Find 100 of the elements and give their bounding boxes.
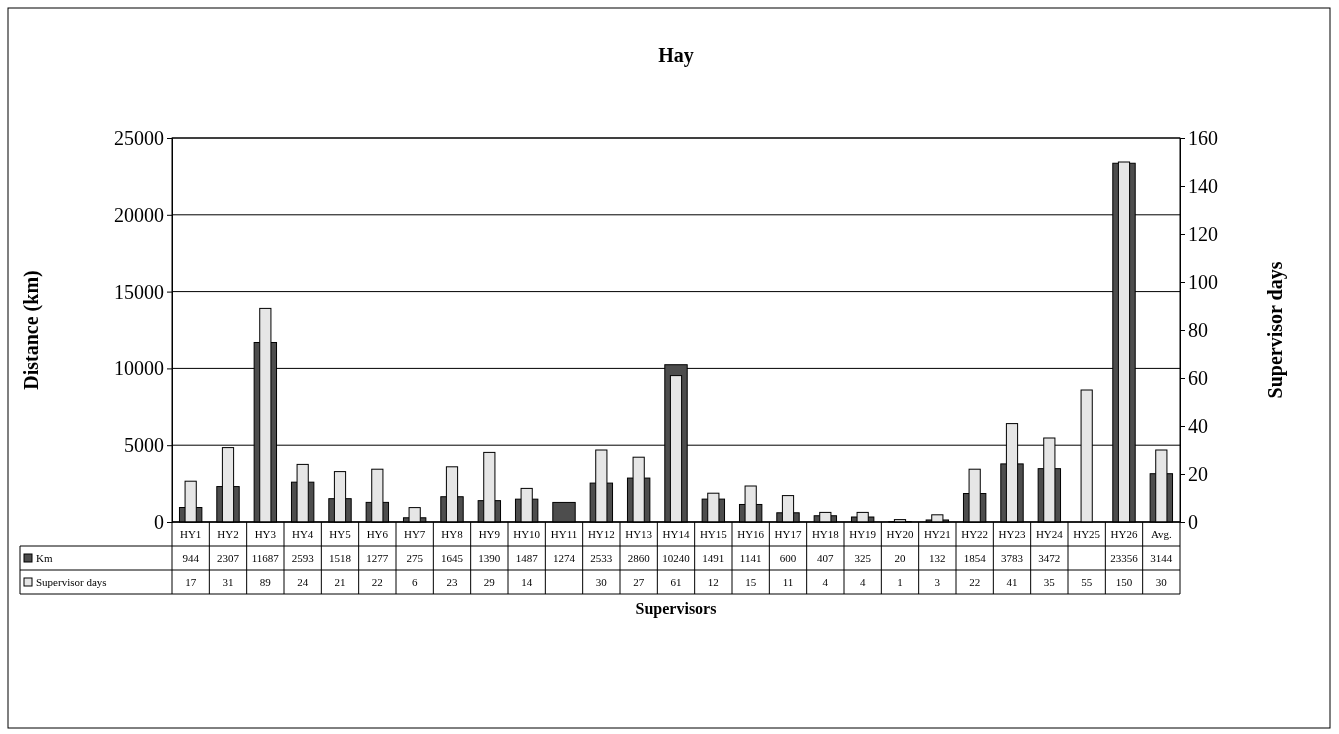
x-axis-title: Supervisors <box>635 600 717 618</box>
x-tick-label: HY11 <box>550 528 578 540</box>
x-tick-label: HY2 <box>217 528 239 540</box>
data-label: 944 <box>182 552 200 564</box>
x-tick-label: HY23 <box>998 528 1026 540</box>
data-label: 600 <box>779 552 797 564</box>
x-tick-label: HY18 <box>811 528 840 540</box>
legend-label: Supervisor days <box>36 576 107 588</box>
data-label: 3144 <box>1150 552 1173 564</box>
data-label: 10240 <box>662 552 691 564</box>
x-tick-label: HY6 <box>366 528 389 540</box>
y-tick-label: 20000 <box>114 203 164 226</box>
x-tick-label: HY13 <box>625 528 653 540</box>
data-label: 2860 <box>627 552 651 564</box>
data-label: 23 <box>446 576 458 588</box>
y-tick-label: 10000 <box>114 357 164 380</box>
y2-tick-label: 80 <box>1188 318 1208 341</box>
x-tick-label: HY10 <box>513 528 541 540</box>
data-label: 41 <box>1006 576 1018 588</box>
data-label: 11687 <box>251 552 280 564</box>
y2-tick-label: 100 <box>1188 270 1218 293</box>
data-label: 30 <box>1155 576 1168 588</box>
data-label: 4 <box>822 576 829 588</box>
y2-tick-label: 120 <box>1188 222 1218 245</box>
y-tick-label: 0 <box>154 510 164 533</box>
x-tick-label: HY14 <box>662 528 690 540</box>
data-label: 1277 <box>366 552 389 564</box>
x-tick-label: HY21 <box>923 528 951 540</box>
data-label: 21 <box>334 576 346 588</box>
y2-tick-label: 60 <box>1188 366 1208 389</box>
x-tick-label: HY22 <box>961 528 989 540</box>
data-label: 1487 <box>515 552 539 564</box>
x-tick-label: HY12 <box>587 528 615 540</box>
x-tick-label: HY19 <box>849 528 877 540</box>
data-label: 15 <box>745 576 757 588</box>
data-label: 1390 <box>478 552 501 564</box>
data-label: 132 <box>929 552 946 564</box>
data-label: 22 <box>371 576 383 588</box>
data-label: 24 <box>297 576 309 588</box>
data-label: 31 <box>222 576 234 588</box>
data-label: 61 <box>670 576 682 588</box>
data-label: 1491 <box>702 552 725 564</box>
data-label: 2593 <box>291 552 315 564</box>
data-label: 12 <box>707 576 719 588</box>
y-tick-label: 25000 <box>114 126 164 149</box>
y2-tick-label: 140 <box>1188 174 1218 197</box>
x-tick-label: HY15 <box>699 528 728 540</box>
data-label: 1645 <box>441 552 464 564</box>
x-tick-label: HY7 <box>403 528 426 540</box>
data-label: 3 <box>934 576 941 588</box>
chart-title: Hay <box>658 44 694 67</box>
data-label: 30 <box>595 576 608 588</box>
data-label: 2307 <box>217 552 240 564</box>
data-label: 1 <box>897 576 903 588</box>
data-label: 23356 <box>1110 552 1139 564</box>
y-tick-label: 5000 <box>124 434 164 457</box>
data-label: 20 <box>894 552 906 564</box>
data-label: 275 <box>406 552 424 564</box>
x-tick-label: HY26 <box>1110 528 1138 540</box>
data-label: 27 <box>633 576 645 588</box>
data-label: 3783 <box>1001 552 1024 564</box>
data-label: 1274 <box>553 552 576 564</box>
data-label: 22 <box>969 576 981 588</box>
y2-tick-label: 40 <box>1188 414 1208 437</box>
x-tick-label: HY4 <box>291 528 314 540</box>
data-label: 29 <box>483 576 496 588</box>
x-tick-label: HY9 <box>478 528 501 540</box>
data-label: 1141 <box>739 552 762 564</box>
x-tick-label: HY3 <box>254 528 277 540</box>
data-label: 11 <box>782 576 794 588</box>
y-axis-title: Distance (km) <box>20 270 43 390</box>
data-label: 6 <box>411 576 418 588</box>
y-tick-label: 15000 <box>114 280 164 303</box>
data-label: 4 <box>859 576 866 588</box>
data-label: 1518 <box>329 552 352 564</box>
x-tick-label: HY25 <box>1073 528 1101 540</box>
data-label: 14 <box>521 576 533 588</box>
y2-tick-label: 0 <box>1188 510 1198 533</box>
x-tick-label: HY1 <box>179 528 202 540</box>
x-tick-label: HY17 <box>774 528 802 540</box>
data-label: 325 <box>854 552 872 564</box>
y2-axis-title: Supervisor days <box>1264 261 1287 399</box>
y2-tick-label: 20 <box>1188 462 1208 485</box>
x-tick-label: HY16 <box>737 528 765 540</box>
data-label: 1854 <box>963 552 987 564</box>
x-tick-label: HY24 <box>1035 528 1064 540</box>
x-tick-label: HY20 <box>886 528 914 540</box>
data-label: 407 <box>817 552 835 564</box>
x-tick-label: HY8 <box>441 528 464 540</box>
data-label: 17 <box>185 576 197 588</box>
data-label: 150 <box>1115 576 1133 588</box>
data-label: 35 <box>1043 576 1056 588</box>
y2-tick-label: 160 <box>1188 126 1218 149</box>
data-label: 55 <box>1081 576 1093 588</box>
data-label: 3472 <box>1038 552 1061 564</box>
data-label: 89 <box>259 576 272 588</box>
x-tick-label: HY5 <box>329 528 352 540</box>
data-label: 2533 <box>590 552 613 564</box>
x-tick-label: Avg. <box>1150 528 1173 540</box>
legend-label: Km <box>36 552 53 564</box>
